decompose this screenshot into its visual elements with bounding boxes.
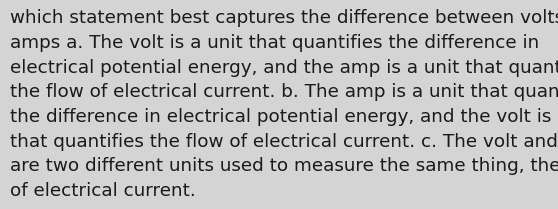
Text: the flow of electrical current. b. The amp is a unit that quantifies: the flow of electrical current. b. The a… [10, 83, 558, 101]
Text: of electrical current.: of electrical current. [10, 182, 196, 200]
Text: are two different units used to measure the same thing, the flow: are two different units used to measure … [10, 157, 558, 175]
Text: amps a. The volt is a unit that quantifies the difference in: amps a. The volt is a unit that quantifi… [10, 34, 539, 52]
Text: that quantifies the flow of electrical current. c. The volt and amp: that quantifies the flow of electrical c… [10, 133, 558, 151]
Text: which statement best captures the difference between volts and: which statement best captures the differ… [10, 9, 558, 27]
Text: the difference in electrical potential energy, and the volt is a unit: the difference in electrical potential e… [10, 108, 558, 126]
Text: electrical potential energy, and the amp is a unit that quantifies: electrical potential energy, and the amp… [10, 59, 558, 77]
